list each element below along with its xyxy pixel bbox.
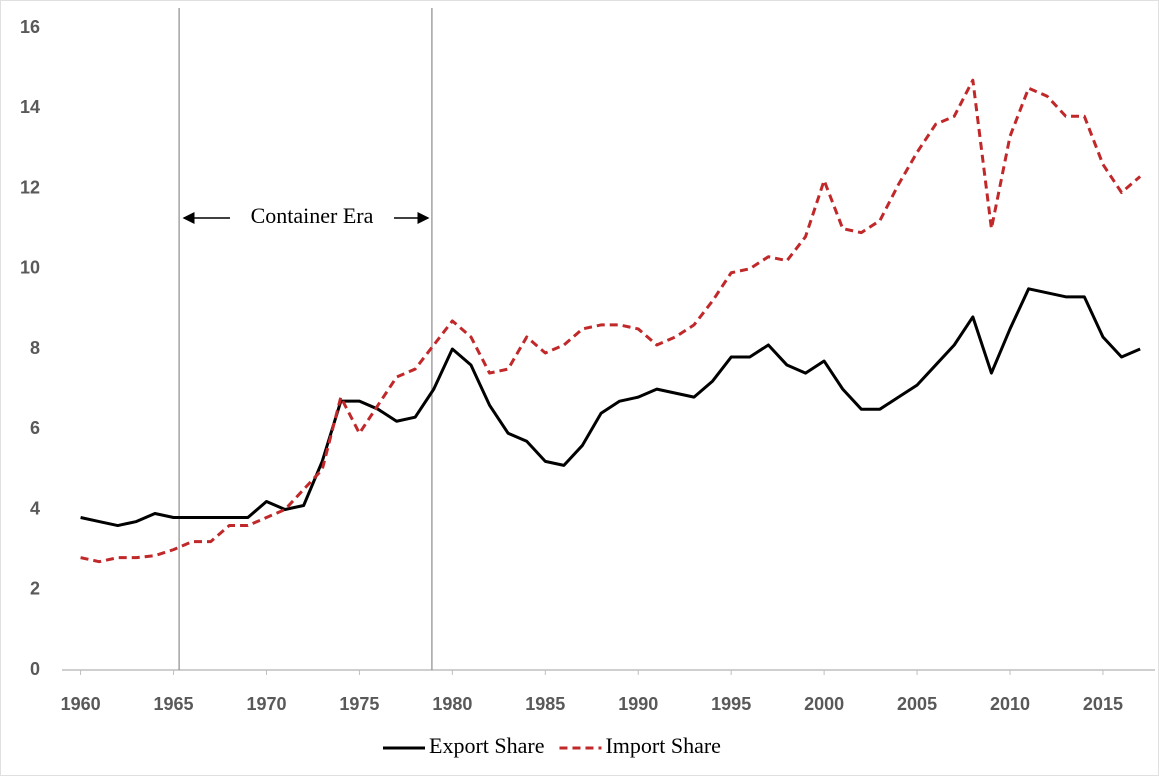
x-tick-label: 1970 [246,694,286,714]
y-tick-label: 6 [30,418,40,438]
y-tick-label: 10 [20,258,40,278]
x-tick-label: 1990 [618,694,658,714]
series-line [80,287,1141,528]
x-tick-label: 2015 [1083,694,1123,714]
y-tick-label: 2 [30,579,40,599]
y-tick-label: 12 [20,177,40,197]
y-tick-label: 16 [20,17,40,37]
x-tick-label: 1995 [711,694,751,714]
x-tick-label: 1960 [61,694,101,714]
legend-label: Import Share [605,733,720,758]
y-tick-label: 14 [20,97,40,117]
x-tick-label: 1965 [154,694,194,714]
x-tick-label: 1985 [525,694,565,714]
annotation: Container Era [251,203,374,228]
y-tick-label: 0 [30,659,40,679]
x-tick-label: 2000 [804,694,844,714]
x-tick-label: 2010 [990,694,1030,714]
y-tick-label: 4 [30,498,40,518]
x-tick-label: 1980 [432,694,472,714]
x-tick-label: 2005 [897,694,937,714]
y-tick-label: 8 [30,338,40,358]
series-line [80,78,1142,564]
x-tick-label: 1975 [339,694,379,714]
legend-label: Export Share [429,733,544,758]
